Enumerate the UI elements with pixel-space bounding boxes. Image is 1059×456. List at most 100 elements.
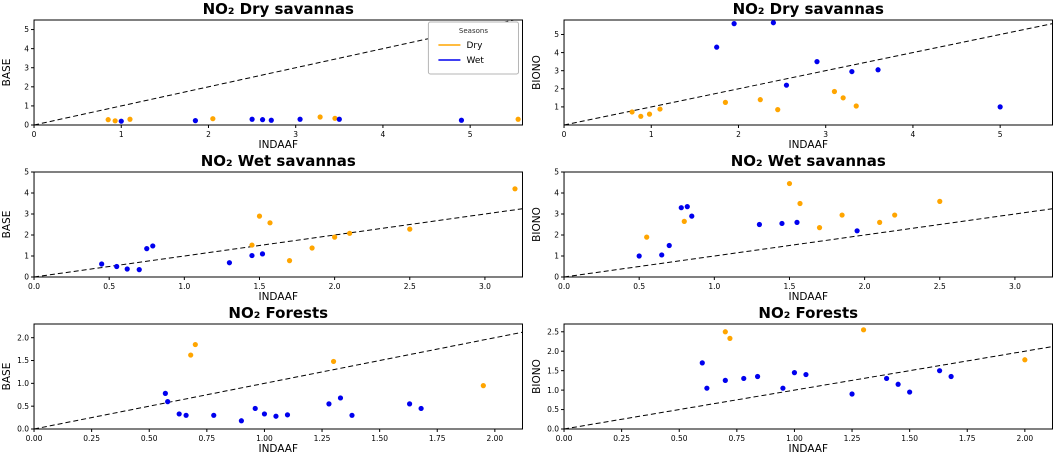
axes-frame [33, 171, 523, 278]
scatter-point-dry [256, 213, 263, 219]
scatter-point-dry [309, 245, 315, 251]
y-tick-label: 1 [554, 103, 559, 112]
plot-background [529, 152, 1059, 304]
scatter-point-dry [786, 180, 792, 187]
scatter-point-dry [407, 226, 413, 232]
y-tick-label: 4 [554, 48, 559, 57]
scatter-point-dry [831, 88, 837, 95]
scatter-point-dry [192, 341, 198, 348]
scatter-point-wet [848, 68, 854, 75]
scatter-point-wet [284, 412, 291, 418]
y-tick-label: 0.0 [17, 425, 29, 434]
x-tick-label: 1.5 [254, 282, 266, 291]
x-tick-label: 0.25 [613, 434, 630, 443]
scatter-point-wet [854, 228, 860, 234]
scatter-point-wet [259, 117, 266, 123]
scatter-point-wet [118, 118, 124, 124]
legend-label-wet: Wet [466, 56, 484, 66]
x-tick-label: 3 [823, 130, 828, 139]
scatter-point-wet [684, 204, 690, 210]
y-tick-label: 1 [24, 102, 29, 111]
scatter-point-dry [112, 118, 118, 124]
chart-title: NO₂ Dry savannas [732, 0, 883, 18]
scatter-point-wet [114, 263, 120, 270]
chart-canvas-dry-savannas-biono: NO₂ Dry savannas 0 1 2 3 4 5 1 2 3 4 5 INDAAF BIONO [529, 0, 1059, 152]
y-tick-label: 1.5 [547, 366, 559, 375]
scatter-point-dry [646, 111, 652, 117]
x-tick-label: 0.75 [198, 434, 215, 443]
scatter-point-dry [210, 116, 216, 122]
scatter-point-dry [722, 99, 728, 105]
y-tick-label: 3 [554, 210, 559, 219]
scatter-point-dry [840, 95, 846, 101]
legend-label-dry: Dry [466, 41, 483, 51]
scatter-point-wet [813, 59, 820, 65]
scatter-point-dry [105, 117, 111, 123]
chart-canvas-wet-savannas-base: NO₂ Wet savannas 0.0 0.5 1.0 1.5 2.0 2.5 3.0 0 1 2… [0, 152, 530, 304]
scatter-point-wet [666, 242, 672, 249]
scatter-point-wet [688, 213, 694, 219]
scatter-point-wet [124, 266, 130, 272]
x-tick-label: 2.0 [329, 282, 341, 291]
scatter-point-wet [337, 395, 344, 401]
y-tick-label: 2.0 [547, 347, 559, 356]
y-tick-label: 0.5 [547, 405, 559, 414]
scatter-point-wet [906, 389, 912, 395]
x-tick-label: 0.75 [728, 434, 745, 443]
y-axis-label: BASE [1, 211, 13, 239]
chart-title: NO₂ Wet savannas [730, 152, 885, 170]
x-tick-label: 0.50 [141, 434, 158, 443]
y-tick-label: 0 [24, 273, 29, 282]
scatter-point-wet [936, 368, 942, 374]
scatter-point-wet [349, 412, 355, 418]
scatter-point-dry [512, 186, 518, 192]
scatter-point-dry [796, 200, 803, 207]
scatter-point-wet [268, 117, 274, 123]
y-tick-label: 3 [24, 210, 29, 219]
chart-title: NO₂ Forests [758, 304, 858, 322]
x-tick-label: 0.25 [83, 434, 100, 443]
y-tick-label: 1 [554, 252, 559, 261]
y-tick-label: 2 [24, 83, 29, 92]
scatter-point-wet [252, 405, 258, 412]
axes-frame [563, 323, 1053, 430]
scatter-point-wet [874, 67, 881, 73]
scatter-point-dry [286, 258, 293, 264]
plot-background [529, 0, 1059, 152]
scatter-point-wet [678, 205, 684, 211]
y-tick-label: 3 [24, 63, 29, 72]
scatter-point-wet [802, 371, 809, 378]
scatter-point-wet [249, 252, 255, 259]
scatter-point-dry [757, 97, 763, 103]
x-tick-label: 3 [293, 130, 298, 139]
y-tick-label: 1.0 [547, 386, 559, 395]
scatter-point-dry [726, 335, 733, 341]
scatter-point-wet [150, 243, 156, 249]
x-tick-label: 2.5 [933, 282, 945, 291]
x-tick-label: 1.00 [786, 434, 803, 443]
scatter-point-dry [637, 113, 643, 119]
scatter-point-dry [860, 327, 866, 333]
scatter-point-wet [848, 391, 855, 397]
scatter-point-dry [656, 106, 663, 112]
x-axis-label: INDAAF [788, 139, 828, 151]
legend-title: Seasons [459, 27, 488, 35]
scatter-point-wet [261, 411, 268, 417]
x-tick-label: 1 [119, 130, 124, 139]
scatter-point-wet [883, 375, 889, 382]
scatter-point-dry [188, 352, 194, 358]
x-tick-label: 2.00 [486, 434, 503, 443]
scatter-point-wet [406, 401, 413, 407]
x-tick-label: 0.5 [633, 282, 645, 291]
x-axis-label: INDAAF [788, 443, 828, 455]
y-tick-label: 4 [554, 189, 559, 198]
scatter-point-dry [330, 358, 337, 365]
scatter-point-wet [703, 385, 709, 391]
x-tick-label: 2.5 [404, 282, 416, 291]
one-to-one-dashed-line [563, 346, 1053, 430]
scatter-point-dry [643, 234, 649, 240]
scatter-point-dry [347, 230, 353, 236]
chart-wet-savannas-base: NO₂ Wet savannas 0.0 0.5 1.0 1.5 2.0 2.5 3.0 0 1 2… [0, 152, 530, 304]
scatter-point-wet [297, 116, 303, 122]
